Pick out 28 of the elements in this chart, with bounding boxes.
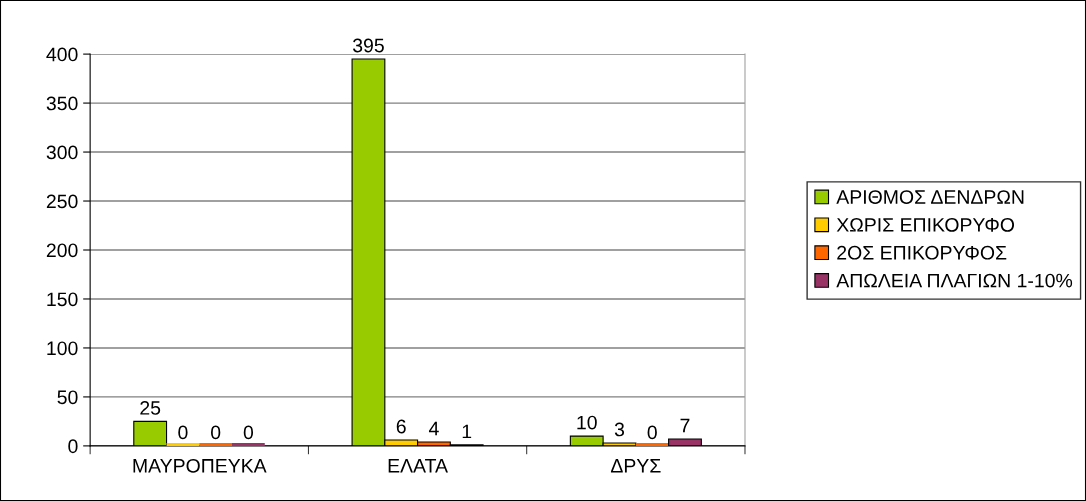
y-tick-label: 200 bbox=[46, 243, 78, 258]
data-label: 0 bbox=[243, 425, 254, 440]
data-label: 4 bbox=[428, 421, 439, 436]
data-label: 395 bbox=[352, 38, 384, 53]
legend-label: 2ΟΣ ΕΠΙΚΟΡΥΦΟΣ bbox=[837, 245, 1007, 260]
x-tick-label: ΕΛΑΤΑ bbox=[388, 459, 448, 473]
data-label: 3 bbox=[614, 422, 625, 437]
y-tick-label: 50 bbox=[57, 390, 78, 405]
y-tick-label: 0 bbox=[68, 439, 78, 454]
data-label: 1 bbox=[462, 424, 472, 439]
legend-label: ΧΩΡΙΣ ΕΠΙΚΟΡΥΦΟ bbox=[836, 218, 1015, 232]
data-label: 10 bbox=[577, 415, 597, 430]
y-tick-label: 350 bbox=[46, 96, 78, 111]
data-label: 0 bbox=[178, 425, 188, 440]
legend-label: ΑΡΙΘΜΟΣ ΔΕΝΔΡΩΝ bbox=[836, 190, 1024, 204]
y-tick-label: 150 bbox=[47, 292, 78, 307]
y-tick-label: 100 bbox=[47, 341, 78, 356]
data-label: 6 bbox=[396, 419, 406, 434]
data-label: 25 bbox=[140, 401, 161, 415]
x-tick-label: ΜΑΥΡΟΠΕΥΚΑ bbox=[133, 458, 267, 473]
y-tick-label: 250 bbox=[46, 194, 78, 209]
data-label: 0 bbox=[647, 425, 657, 440]
data-label: 7 bbox=[680, 418, 690, 433]
legend-label: ΑΠΩΛΕΙΑ ΠΛΑΓΙΩΝ 1-10% bbox=[836, 273, 1073, 288]
x-tick-label: ΔΡΥΣ bbox=[610, 459, 661, 473]
data-label: 0 bbox=[211, 425, 221, 440]
y-tick-label: 400 bbox=[46, 47, 78, 62]
y-tick-label: 300 bbox=[46, 145, 78, 160]
